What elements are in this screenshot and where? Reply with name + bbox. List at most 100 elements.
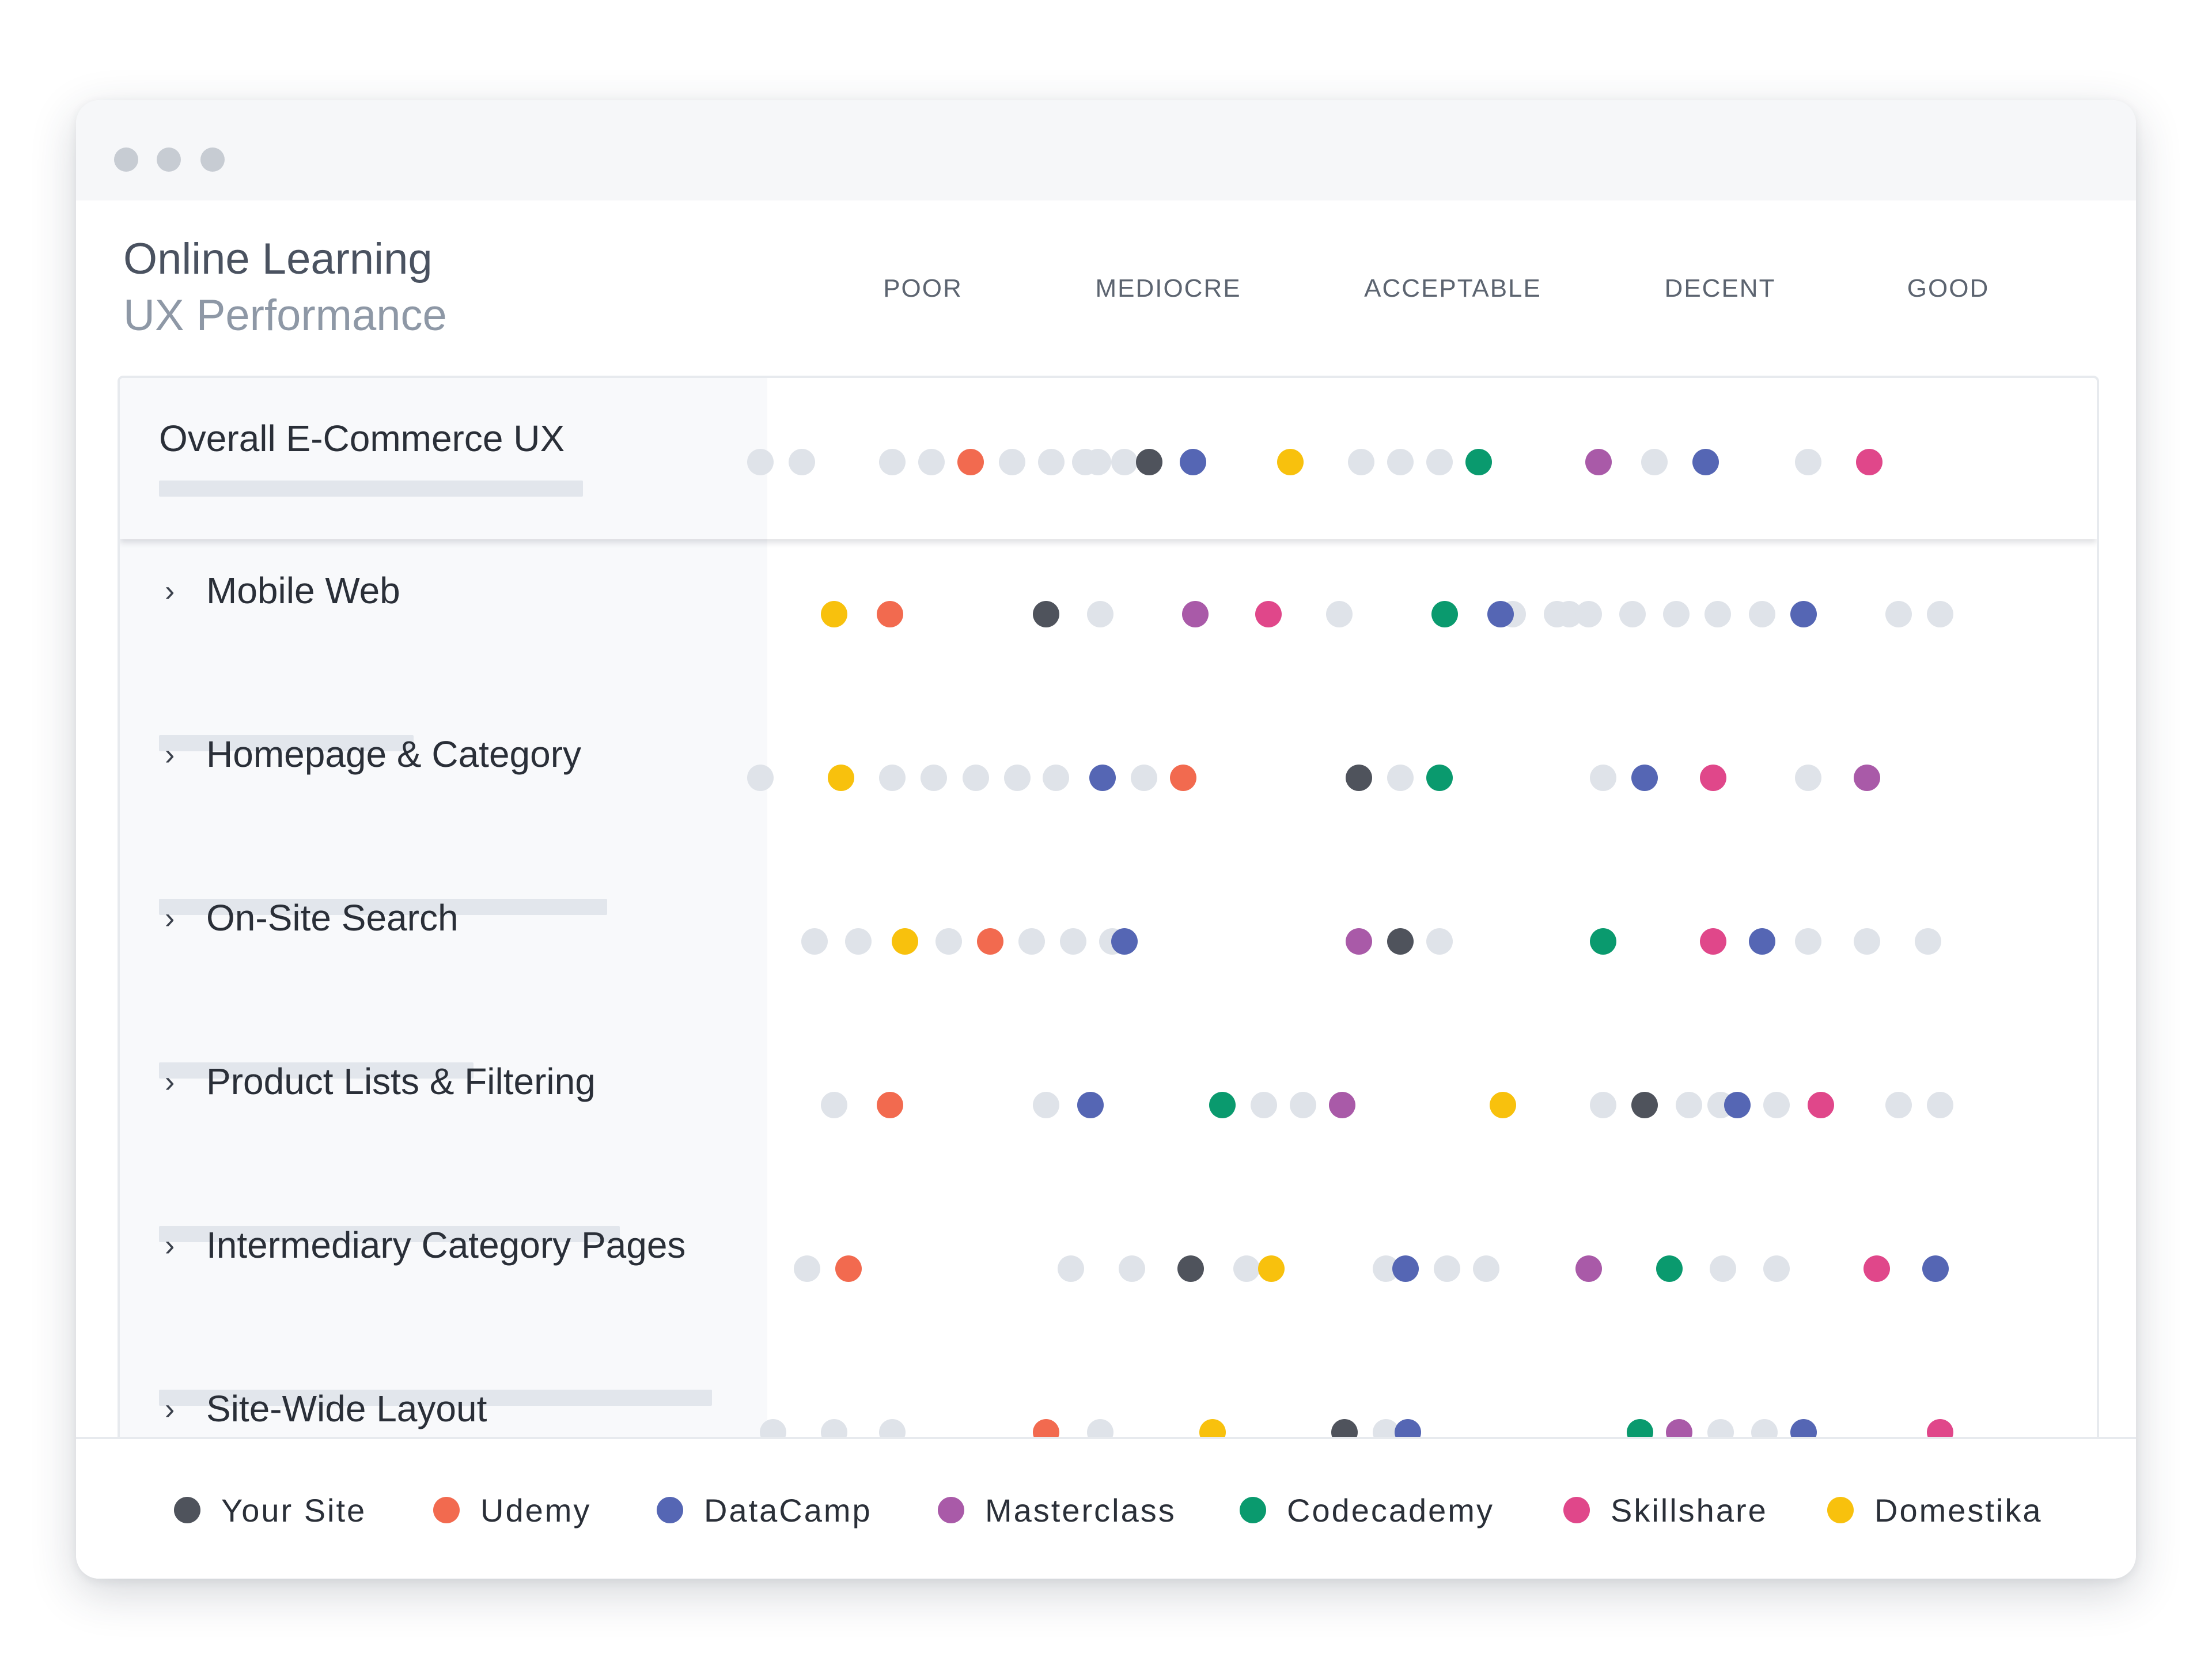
rating-dot-other: [879, 449, 906, 475]
rating-dot-other: [1795, 449, 1822, 475]
rating-dot-other: [789, 449, 816, 475]
rating-dot-skillshare[interactable]: [1255, 601, 1282, 627]
rating-dot-your-site[interactable]: [1346, 765, 1373, 791]
ratings-panel: Overall E-Commerce UX › Mobile Web › Hom…: [118, 376, 2099, 1579]
rating-dot-other: [1795, 928, 1822, 955]
row-label-product-lists: Product Lists & Filtering: [206, 1061, 596, 1102]
rating-dot-codecademy[interactable]: [1431, 601, 1458, 627]
rating-dot-other: [1590, 1092, 1617, 1118]
rating-dot-udemy[interactable]: [835, 1255, 862, 1282]
rating-dot-datacamp[interactable]: [1111, 928, 1138, 955]
legend-item-datacamp[interactable]: DataCamp: [657, 1439, 872, 1579]
rating-dot-your-site[interactable]: [1177, 1255, 1204, 1282]
rating-dot-domestika[interactable]: [828, 765, 855, 791]
rating-dot-other: [1060, 928, 1087, 955]
legend-item-masterclass[interactable]: Masterclass: [938, 1439, 1176, 1579]
rating-dot-datacamp[interactable]: [1089, 765, 1116, 791]
chevron-right-icon[interactable]: ›: [165, 738, 175, 771]
rating-dot-domestika[interactable]: [820, 601, 847, 627]
rating-dot-udemy[interactable]: [957, 449, 984, 475]
legend-item-skillshare[interactable]: Skillshare: [1563, 1439, 1768, 1579]
rating-dot-udemy[interactable]: [1169, 765, 1196, 791]
legend-label: Your Site: [221, 1492, 367, 1529]
rating-dot-skillshare[interactable]: [1807, 1092, 1834, 1118]
row-label-mobile-web: Mobile Web: [206, 570, 400, 611]
legend-label: Domestika: [1874, 1492, 2043, 1529]
rating-dot-datacamp[interactable]: [1487, 601, 1514, 627]
rating-dot-other: [747, 449, 774, 475]
rating-dot-datacamp[interactable]: [1077, 1092, 1104, 1118]
window-maximize-dot-icon[interactable]: [200, 147, 225, 172]
chevron-right-icon[interactable]: ›: [165, 902, 175, 935]
legend-item-udemy[interactable]: Udemy: [433, 1439, 591, 1579]
legend-item-codecademy[interactable]: Codecademy: [1240, 1439, 1494, 1579]
rating-dot-other: [1663, 601, 1690, 627]
rating-dot-other: [820, 1092, 847, 1118]
rating-dot-your-site[interactable]: [1631, 1092, 1658, 1118]
window-minimize-dot-icon[interactable]: [157, 147, 181, 172]
rating-dot-other: [1426, 449, 1453, 475]
rating-dot-skillshare[interactable]: [1856, 449, 1883, 475]
rating-dot-domestika[interactable]: [891, 928, 918, 955]
rating-dot-masterclass[interactable]: [1182, 601, 1209, 627]
row-score-bar: [159, 735, 414, 751]
rating-dot-masterclass[interactable]: [1328, 1092, 1355, 1118]
legend-item-your-site[interactable]: Your Site: [174, 1439, 366, 1579]
rating-dot-other: [1575, 601, 1602, 627]
chevron-right-icon[interactable]: ›: [165, 1229, 175, 1262]
rating-dot-your-site[interactable]: [1135, 449, 1162, 475]
chevron-right-icon[interactable]: ›: [165, 1393, 175, 1426]
rating-dot-datacamp[interactable]: [1790, 601, 1817, 627]
legend-dot-icon: [1240, 1497, 1266, 1523]
rating-dot-datacamp[interactable]: [1922, 1255, 1949, 1282]
chevron-right-icon[interactable]: ›: [165, 574, 175, 608]
rating-dot-codecademy[interactable]: [1209, 1092, 1236, 1118]
rating-dot-datacamp[interactable]: [1392, 1255, 1419, 1282]
rating-dot-other: [845, 928, 872, 955]
rating-dot-skillshare[interactable]: [1700, 928, 1726, 955]
row-score-bar: [159, 1062, 474, 1079]
legend-dot-icon: [1827, 1497, 1854, 1523]
rating-dot-datacamp[interactable]: [1631, 765, 1658, 791]
rating-dot-skillshare[interactable]: [1700, 765, 1726, 791]
rating-dot-datacamp[interactable]: [1692, 449, 1719, 475]
rating-dot-domestika[interactable]: [1257, 1255, 1285, 1282]
rating-dot-codecademy[interactable]: [1465, 449, 1492, 475]
rating-dot-masterclass[interactable]: [1346, 928, 1373, 955]
rating-dot-other: [1472, 1255, 1499, 1282]
rating-dot-other: [1748, 601, 1775, 627]
rating-dot-other: [1915, 928, 1942, 955]
rating-dot-codecademy[interactable]: [1426, 765, 1453, 791]
rating-dot-datacamp[interactable]: [1748, 928, 1775, 955]
row-label-homepage-category: Homepage & Category: [206, 733, 582, 775]
rating-dot-codecademy[interactable]: [1656, 1255, 1683, 1282]
chevron-right-icon[interactable]: ›: [165, 1065, 175, 1099]
row-score-bar: [159, 481, 583, 497]
legend-item-domestika[interactable]: Domestika: [1827, 1439, 2043, 1579]
rating-dot-masterclass[interactable]: [1585, 449, 1612, 475]
rating-dot-codecademy[interactable]: [1590, 928, 1617, 955]
rating-dot-other: [1131, 765, 1158, 791]
rating-dot-other: [1619, 601, 1646, 627]
rating-dot-other: [1705, 601, 1732, 627]
window-close-dot-icon[interactable]: [114, 147, 138, 172]
rating-dot-masterclass[interactable]: [1854, 765, 1881, 791]
rating-dot-masterclass[interactable]: [1575, 1255, 1602, 1282]
row-label-on-site-search: On-Site Search: [206, 897, 459, 939]
title-bar: [76, 100, 2136, 200]
rating-dot-datacamp[interactable]: [1179, 449, 1206, 475]
column-header-mediocre: MEDIOCRE: [1095, 274, 1241, 302]
rating-dot-your-site[interactable]: [1387, 928, 1414, 955]
legend-dot-icon: [1563, 1497, 1590, 1523]
rating-dot-udemy[interactable]: [877, 601, 904, 627]
rating-dot-other: [1289, 1092, 1316, 1118]
rating-dot-other: [879, 765, 906, 791]
column-header-acceptable: ACCEPTABLE: [1364, 274, 1541, 302]
rating-dot-your-site[interactable]: [1033, 601, 1060, 627]
rating-dot-skillshare[interactable]: [1863, 1255, 1891, 1282]
rating-dot-datacamp[interactable]: [1724, 1092, 1751, 1118]
rating-dot-udemy[interactable]: [877, 1092, 904, 1118]
rating-dot-udemy[interactable]: [976, 928, 1003, 955]
rating-dot-domestika[interactable]: [1490, 1092, 1517, 1118]
rating-dot-domestika[interactable]: [1277, 449, 1304, 475]
